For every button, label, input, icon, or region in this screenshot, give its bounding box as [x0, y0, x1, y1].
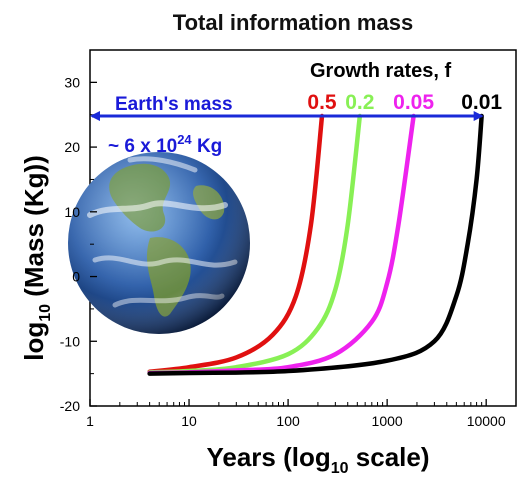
x-tick-label: 1000 [372, 413, 403, 429]
legend: 0.5 0.2 0.05 0.01 [307, 91, 502, 114]
x-axis-title: Years (log10 scale) [206, 442, 429, 477]
legend-entry-0.2: 0.2 [345, 91, 374, 114]
legend-entry-0.05: 0.05 [393, 91, 434, 114]
y-tick-label: 30 [64, 74, 80, 90]
x-tick-label: 10000 [467, 413, 506, 429]
series-line-0.01 [147, 113, 484, 376]
earth-globe-icon [68, 152, 250, 334]
legend-entry-0.01: 0.01 [461, 91, 502, 114]
y-tick-label: -10 [60, 333, 80, 349]
earth-mass-value: ~ 6 x 1024 Kg [108, 132, 222, 157]
y-tick-label: 20 [64, 139, 80, 155]
x-tick-label: 100 [276, 413, 300, 429]
legend-title: Growth rates, f [310, 60, 451, 82]
y-tick-label: 10 [64, 204, 80, 220]
x-tick-label: 10 [181, 413, 197, 429]
series-line-0.5 [147, 113, 325, 374]
chart-title: Total information mass [173, 10, 413, 35]
legend-entry-0.5: 0.5 [307, 91, 337, 114]
x-axis-ticks: 1 10 100 1000 10000 [86, 399, 517, 429]
earth-mass-label: Earth's mass [115, 94, 233, 115]
series-layer [147, 113, 484, 376]
y-tick-label: -20 [60, 398, 80, 414]
y-axis-ticks: -20 -10 0 10 20 30 [60, 49, 97, 414]
x-tick-label: 1 [86, 413, 94, 429]
y-tick-label: 0 [72, 269, 80, 285]
y-axis-title: log10 (Mass (Kg)) [19, 155, 54, 361]
